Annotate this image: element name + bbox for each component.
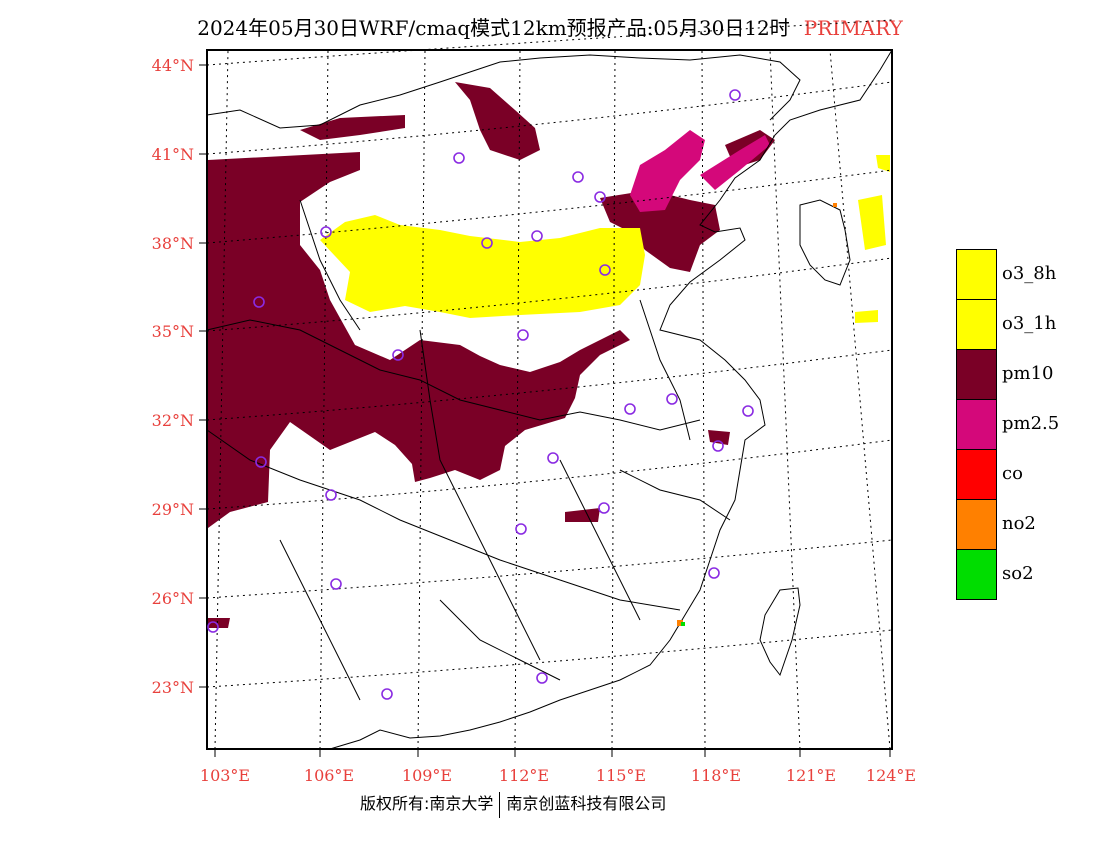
legend-swatch [956,449,997,500]
o3-central-band [320,215,645,318]
station-marker [253,296,265,308]
axis-ticks [199,64,891,757]
o3-east-coast-1 [858,195,886,250]
station-marker [547,452,559,464]
pollutant-specks [677,203,837,626]
legend-swatch [956,249,997,300]
legend-swatch [956,499,997,550]
pm10-west-region [208,152,630,528]
station-marker [599,264,611,276]
coastline [329,49,893,750]
station-marker [598,502,610,514]
pm25-north-band [630,130,705,212]
pm10-southwest-patch [208,618,230,628]
station-marker [381,688,393,700]
o3-east-coast-2 [855,310,878,323]
pm25-regions [630,130,770,212]
lat-label-38: 38°N [151,234,194,253]
station-marker [708,567,720,579]
station-marker [325,489,337,501]
station-marker [594,191,606,203]
primary-tag: PRIMARY [803,16,903,40]
boundary-lines [206,49,893,750]
lon-label-106: 106°E [303,766,355,785]
lon-label-115: 115°E [595,766,647,785]
pm10-north-band [455,82,540,160]
pm10-north-strip [300,115,405,140]
pm10-hunan-patch [565,508,600,522]
legend-label: o3_1h [1002,313,1057,334]
lon-label-103: 103°E [199,766,251,785]
map-title: 2024年05月30日WRF/cmaq模式12km预报产品:05月30日12时 P… [0,12,1100,41]
station-marker [517,329,529,341]
lon-gridlines [214,49,891,750]
station-marker [392,349,404,361]
lat-label-32: 32°N [151,411,194,430]
station-marker [255,456,267,468]
korea-outline [799,199,851,286]
legend-label: pm2.5 [1002,413,1060,434]
station-marker [536,672,548,684]
station-marker [624,403,636,415]
legend-label: o3_8h [1002,263,1057,284]
legend-label: no2 [1002,513,1036,534]
lat-label-35: 35°N [151,322,194,341]
o3-east-coast-3 [876,155,890,172]
station-marker [207,621,219,633]
station-marker [320,226,332,238]
lon-label-121: 121°E [785,766,837,785]
station-markers [207,89,754,700]
lat-label-41: 41°N [151,145,194,164]
station-marker [453,152,465,164]
footer-separator [499,791,501,818]
station-marker [481,237,493,249]
station-marker [742,405,754,417]
map-title-text: 2024年05月30日WRF/cmaq模式12km预报产品:05月30日12时 [197,16,790,40]
legend-label: so2 [1002,563,1034,584]
legend-swatch [956,399,997,450]
lat-label-23: 23°N [151,678,194,697]
copyright-right: 南京创蓝科技有限公司 [506,794,667,813]
copyright-footer: 版权所有:南京大学 南京创蓝科技有限公司 [360,790,666,818]
copyright-left: 版权所有:南京大学 [360,794,494,813]
station-marker [666,393,678,405]
pm10-yangtze-patch [708,430,730,445]
legend-label: pm10 [1002,363,1054,384]
lat-gridlines [206,19,893,688]
o3-regions [320,155,890,323]
lon-label-124: 124°E [865,766,917,785]
pm25-coastal-strip [700,135,770,190]
legend-swatch [956,299,997,350]
station-marker [515,523,527,535]
station-marker [330,578,342,590]
lon-label-112: 112°E [498,766,550,785]
legend-swatch [956,549,997,600]
lat-label-26: 26°N [151,589,194,608]
station-marker [712,440,724,452]
legend-swatch [956,349,997,400]
legend-label: co [1002,463,1023,484]
station-marker [729,89,741,101]
northern-border [206,54,801,129]
lat-label-44: 44°N [151,56,194,75]
taiwan-outline [759,587,801,677]
station-marker [531,230,543,242]
province-lines [206,199,731,701]
lat-label-29: 29°N [151,500,194,519]
lon-label-109: 109°E [401,766,453,785]
station-marker [572,171,584,183]
lon-label-118: 118°E [690,766,742,785]
pm10-hebei-patch [600,190,720,272]
map-frame [206,49,893,750]
